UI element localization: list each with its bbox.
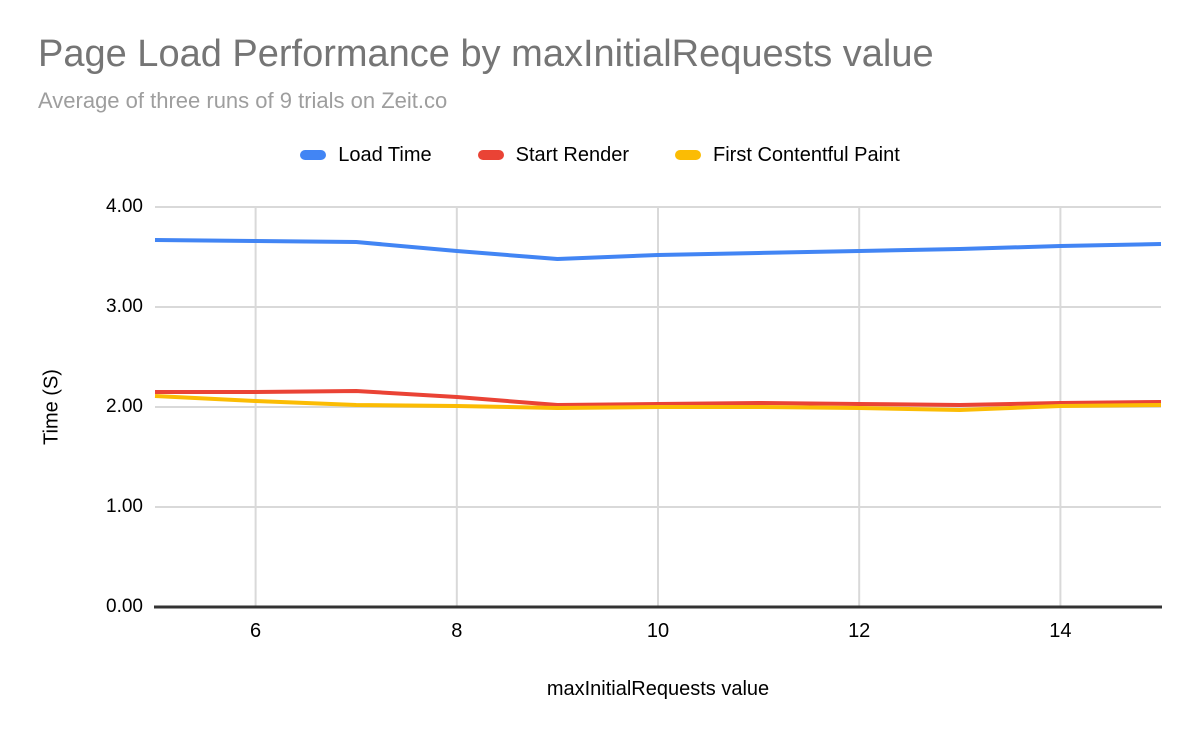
legend-swatch-icon xyxy=(477,150,504,160)
x-tick-label: 8 xyxy=(451,620,463,642)
y-tick-label: 0.00 xyxy=(106,596,143,617)
series-line-start-render xyxy=(155,389,1162,407)
legend-label: Start Render xyxy=(515,143,630,166)
chart-title: Page Load Performance by maxInitialReque… xyxy=(38,33,934,75)
x-tick-label: 10 xyxy=(646,620,670,642)
y-tick-label: 1.00 xyxy=(106,496,143,517)
x-tick-label: 14 xyxy=(1049,620,1072,642)
legend: Load Time Start Render First Contentful Pa… xyxy=(0,142,1200,168)
x-axis-title: maxInitialRequests value xyxy=(546,678,770,700)
series-line-first-contentful-paint xyxy=(154,394,1162,412)
series-line-load-time xyxy=(154,238,1162,261)
legend-label: Load Time xyxy=(338,143,432,166)
x-tick-label: 12 xyxy=(848,620,871,642)
legend-item-first-contentful-paint: First Contentful Paint xyxy=(675,144,900,167)
y-tick-label: 4.00 xyxy=(106,196,143,217)
y-tick-label: 2.00 xyxy=(106,396,143,417)
legend-swatch-icon xyxy=(300,150,327,160)
y-tick-label: 3.00 xyxy=(106,296,143,317)
x-tick-label: 6 xyxy=(250,620,262,642)
legend-item-load-time: Load Time xyxy=(300,143,432,167)
legend-item-start-render: Start Render xyxy=(477,143,630,167)
legend-swatch-icon xyxy=(675,150,702,160)
chart-subtitle: Average of three runs of 9 trials on Zei… xyxy=(38,88,448,113)
legend-label: First Contentful Paint xyxy=(713,143,900,166)
y-axis-title: Time (S) xyxy=(40,369,63,445)
